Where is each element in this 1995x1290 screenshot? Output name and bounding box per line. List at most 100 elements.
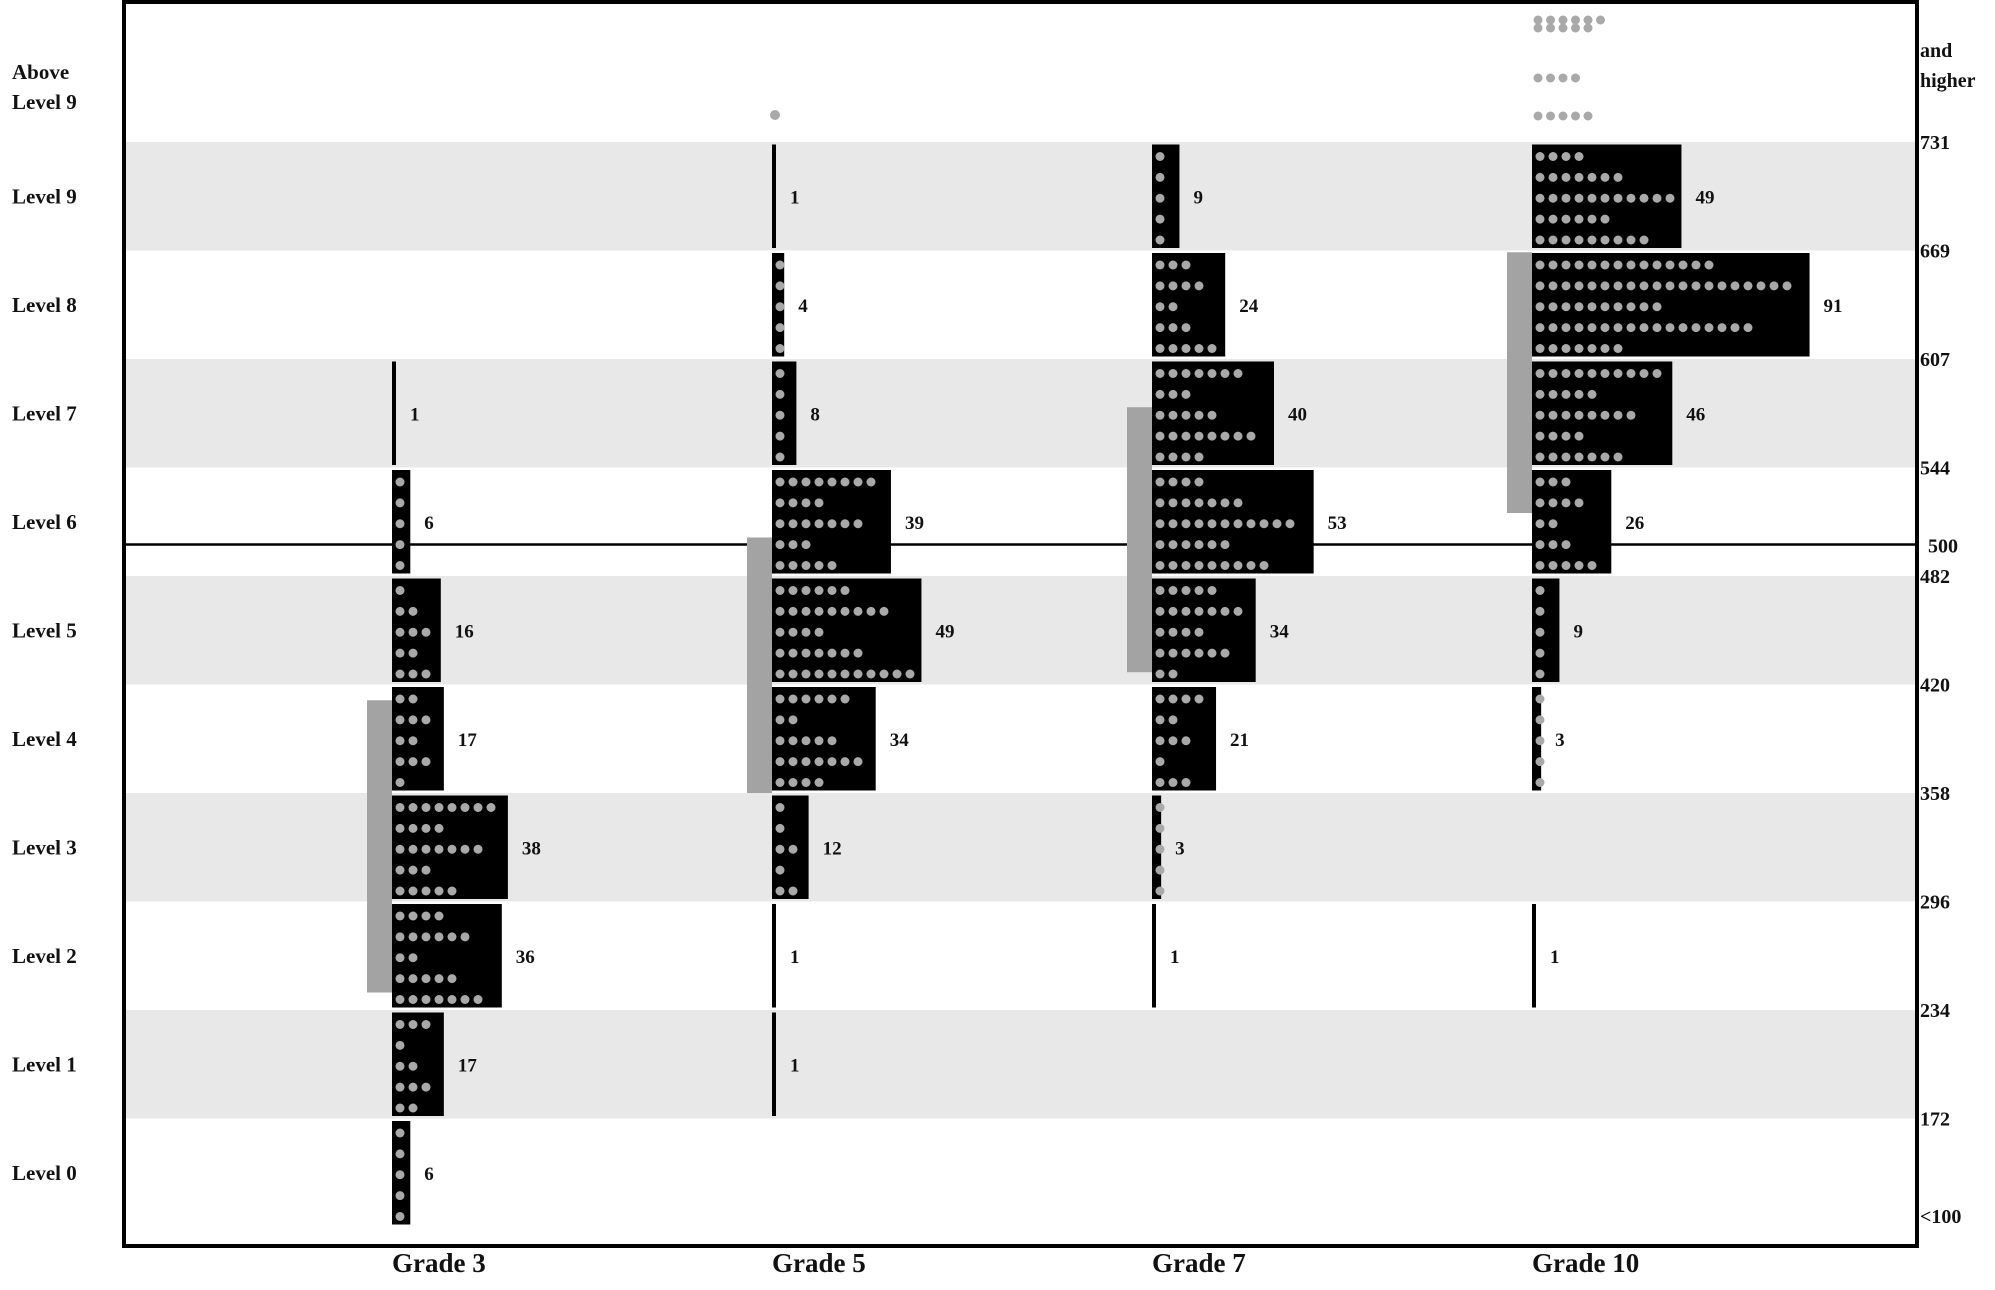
dot (421, 886, 431, 896)
dot (1535, 389, 1545, 399)
dot (775, 561, 785, 570)
scale-tick-label: <100 (1920, 1206, 1961, 1228)
dot (1704, 323, 1714, 333)
dot (1220, 540, 1230, 550)
dot (801, 540, 811, 550)
dot (1546, 15, 1555, 25)
dot (775, 669, 785, 679)
scale-tick-label: 420 (1920, 675, 1950, 697)
dot (1155, 844, 1165, 854)
dot (1548, 498, 1558, 508)
dot (395, 736, 405, 746)
dot (1155, 865, 1165, 875)
dot (775, 627, 785, 637)
count-label: 17 (458, 1055, 478, 1076)
dot (788, 477, 798, 487)
dot (1207, 519, 1217, 529)
dot (1561, 281, 1571, 291)
dot (1168, 694, 1178, 704)
dot (788, 757, 798, 767)
dot (1548, 152, 1558, 161)
dot (473, 803, 483, 812)
dot (395, 995, 405, 1004)
dot (1155, 498, 1165, 508)
dot (1587, 302, 1597, 312)
dot (1155, 389, 1165, 399)
dot (1561, 323, 1571, 333)
dot (827, 606, 837, 616)
dot (447, 886, 457, 896)
scale-tick-label: 544 (1920, 458, 1950, 480)
dot (1181, 452, 1191, 462)
dot (395, 886, 405, 896)
dot (814, 606, 824, 616)
dot (1155, 344, 1165, 353)
dot (460, 932, 470, 942)
dot (775, 281, 785, 291)
dot (892, 669, 902, 679)
dot (1535, 260, 1545, 270)
dot (1639, 281, 1649, 291)
dot (1168, 410, 1178, 420)
dot (1220, 498, 1230, 508)
dot (1548, 369, 1558, 378)
dot (408, 1103, 418, 1113)
dot (1626, 369, 1636, 378)
count-label: 1 (790, 947, 800, 968)
dot (827, 586, 837, 595)
bar (1152, 253, 1226, 357)
bar (772, 687, 876, 791)
scale-tick-label: 234 (1920, 1000, 1950, 1022)
dot (1558, 111, 1568, 121)
dot (775, 540, 785, 550)
dot (1626, 281, 1636, 291)
dot (1168, 369, 1178, 378)
dot (421, 1082, 431, 1092)
level-label: Level 6 (12, 510, 77, 534)
dot (1535, 452, 1545, 462)
dot (408, 736, 418, 746)
dot (1743, 281, 1753, 291)
dot (1194, 540, 1204, 550)
dot (1233, 369, 1243, 378)
dot (1168, 627, 1178, 637)
dot (1730, 281, 1740, 291)
dot (1535, 669, 1545, 679)
dot (1626, 323, 1636, 333)
dot (395, 1170, 405, 1180)
dot (395, 540, 405, 550)
dot (801, 669, 811, 679)
dot (1535, 193, 1545, 203)
dot (408, 715, 418, 725)
dot (814, 586, 824, 595)
dot (1571, 111, 1580, 121)
dot (1535, 757, 1545, 767)
dot (395, 1040, 405, 1050)
dot (827, 477, 837, 487)
dot (1678, 281, 1688, 291)
dot (840, 477, 850, 487)
dot (460, 995, 470, 1004)
dot (1626, 302, 1636, 312)
dot (1207, 606, 1217, 616)
dot (408, 803, 418, 812)
dot (1574, 260, 1584, 270)
dot (1168, 586, 1178, 595)
grade-label: Grade 3 (392, 1248, 486, 1278)
dot (1194, 627, 1204, 637)
dot (1181, 410, 1191, 420)
dot (814, 561, 824, 570)
dot (1613, 369, 1623, 378)
dot (775, 865, 785, 875)
dot (1155, 778, 1165, 787)
dot (1548, 410, 1558, 420)
dot (395, 1191, 405, 1201)
count-label: 1 (1550, 947, 1560, 968)
dot (1600, 369, 1610, 378)
dot (1168, 477, 1178, 487)
dot (395, 823, 405, 833)
dot (1574, 498, 1584, 508)
dot (801, 498, 811, 508)
dot (1717, 323, 1727, 333)
dot (1535, 715, 1545, 725)
